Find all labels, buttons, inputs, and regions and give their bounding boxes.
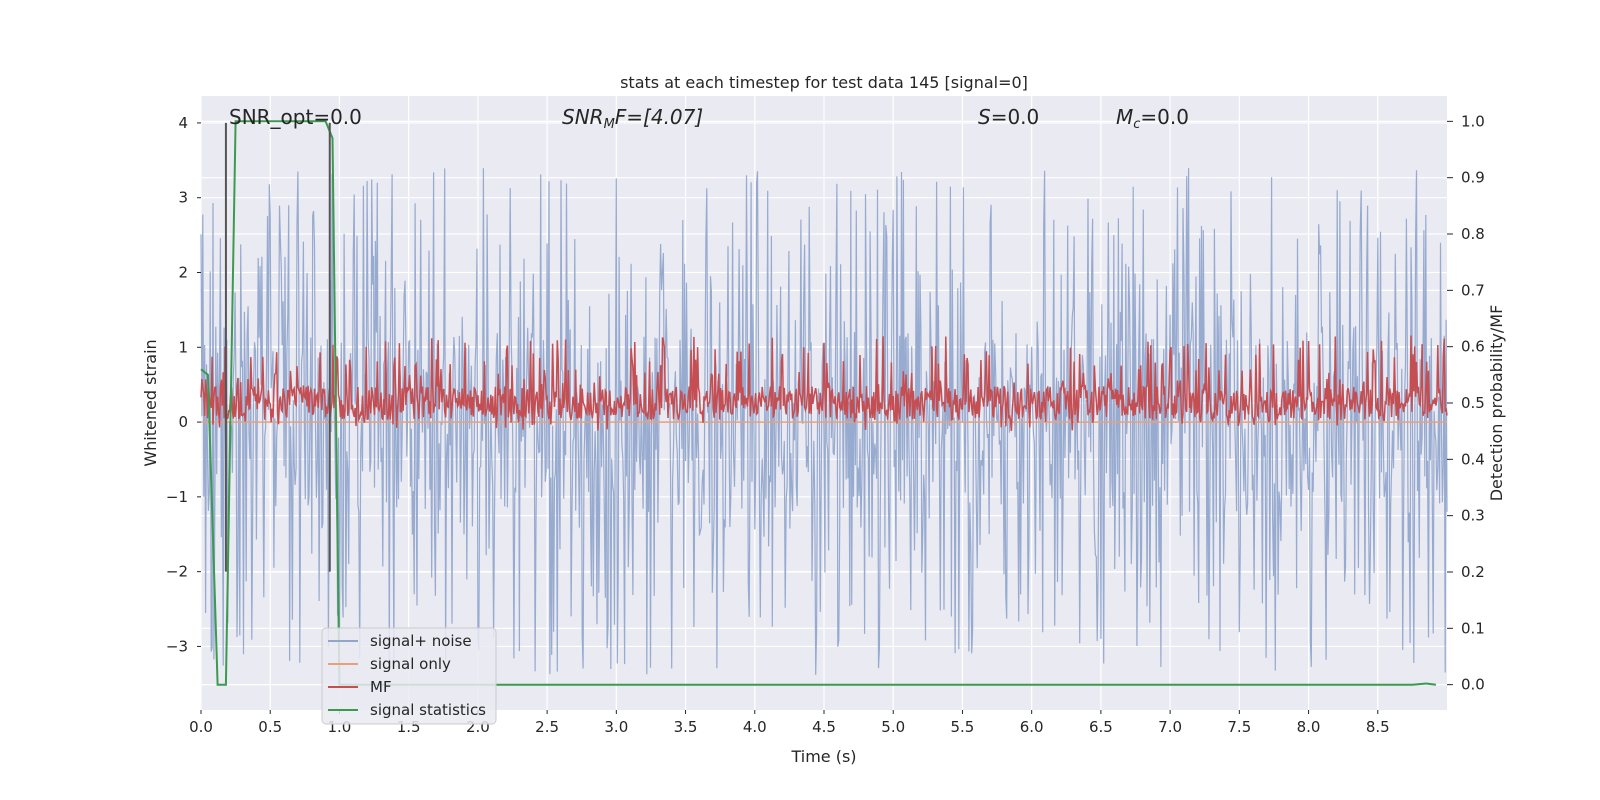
markers — [224, 122, 331, 572]
s-variable: S — [978, 105, 991, 129]
x-tick-label: 2.5 — [535, 718, 559, 736]
legend-label-mf: MF — [370, 678, 392, 696]
y2-tick-label: 0.8 — [1461, 225, 1485, 243]
x-tick-label: 6.5 — [1089, 718, 1113, 736]
mc-variable: M — [1116, 105, 1133, 129]
y2-tick-label: 0.9 — [1461, 169, 1485, 187]
y-tick-label: 1 — [178, 338, 188, 356]
x-tick-label: 0.0 — [189, 718, 213, 736]
x-tick-label: 3.5 — [674, 718, 698, 736]
y2-tick-label: 0.6 — [1461, 338, 1485, 356]
y2-tick-label: 0.4 — [1461, 450, 1485, 468]
x-tick-label: 6.0 — [1020, 718, 1044, 736]
x-axis-label: Time (s) — [790, 747, 856, 766]
x-tick-label: 3.0 — [604, 718, 628, 736]
x-tick-label: 8.0 — [1297, 718, 1321, 736]
y2-tick-label: 0.1 — [1461, 619, 1485, 637]
mc-subscript: c — [1133, 117, 1140, 132]
y2-axis-label: Detection probability/MF — [1487, 305, 1506, 502]
y2-tick-label: 0.7 — [1461, 281, 1485, 299]
annotation-snr-mf: SNRMF=[4.07] — [562, 105, 703, 132]
annotation-mc: Mc=0.0 — [1116, 105, 1189, 132]
y2-tick-label: 0.3 — [1461, 507, 1485, 525]
legend-label-signal-statistics: signal statistics — [370, 701, 486, 719]
y2-tick-label: 1.0 — [1461, 112, 1485, 130]
legend-label-signal-only: signal only — [370, 655, 451, 673]
chart-title: stats at each timestep for test data 145… — [620, 73, 1028, 92]
x-tick-label: 7.5 — [1227, 718, 1251, 736]
x-tick-label: 4.0 — [743, 718, 767, 736]
x-axis-ticks: 0.0 0.5 1.0 1.5 2.0 2.5 3.0 3.5 4.0 4.5 5.0 5.5 6.0 6… — [189, 710, 1390, 736]
x-tick-label: 5.0 — [881, 718, 905, 736]
x-tick-label: 4.5 — [812, 718, 836, 736]
y-tick-label: 2 — [178, 263, 188, 281]
legend: signal+ noise signal only MF signal stat… — [321, 627, 497, 725]
x-tick-label: 8.5 — [1366, 718, 1390, 736]
snr-mf-subscript: M — [604, 117, 615, 132]
y-tick-label: −3 — [166, 637, 188, 655]
y-tick-label: −2 — [166, 563, 188, 581]
series-signal-noise — [200, 168, 1448, 675]
series-mf — [200, 335, 1448, 431]
y-tick-label: 3 — [178, 189, 188, 207]
y-tick-label: −1 — [166, 488, 188, 506]
x-tick-label: 5.5 — [951, 718, 975, 736]
y2-axis-ticks: 0.0 0.1 0.2 0.3 0.4 0.5 0.6 0.7 0.8 0.9 1.0 — [1447, 112, 1485, 694]
legend-box — [321, 627, 497, 725]
x-tick-label: 0.5 — [258, 718, 282, 736]
annotation-snr-opt: SNR_opt=0.0 — [229, 105, 362, 129]
snr-mf-prefix: SNR — [562, 105, 604, 129]
y-axis-label: Whitened strain — [141, 339, 160, 466]
annotation-s: S=0.0 — [978, 105, 1039, 129]
y-tick-label: 0 — [178, 413, 188, 431]
mc-value: =0.0 — [1140, 105, 1189, 129]
snr-mf-suffix: F=[4.07] — [615, 105, 703, 129]
y-tick-label: 4 — [178, 114, 188, 132]
y2-tick-label: 0.2 — [1461, 563, 1485, 581]
s-value: =0.0 — [991, 105, 1040, 129]
y-axis-ticks: −3 −2 −1 0 1 2 3 4 — [166, 114, 201, 655]
y2-tick-label: 0.5 — [1461, 394, 1485, 412]
x-tick-label: 7.0 — [1158, 718, 1182, 736]
y2-tick-label: 0.0 — [1461, 676, 1485, 694]
legend-label-signal-noise: signal+ noise — [370, 632, 472, 650]
